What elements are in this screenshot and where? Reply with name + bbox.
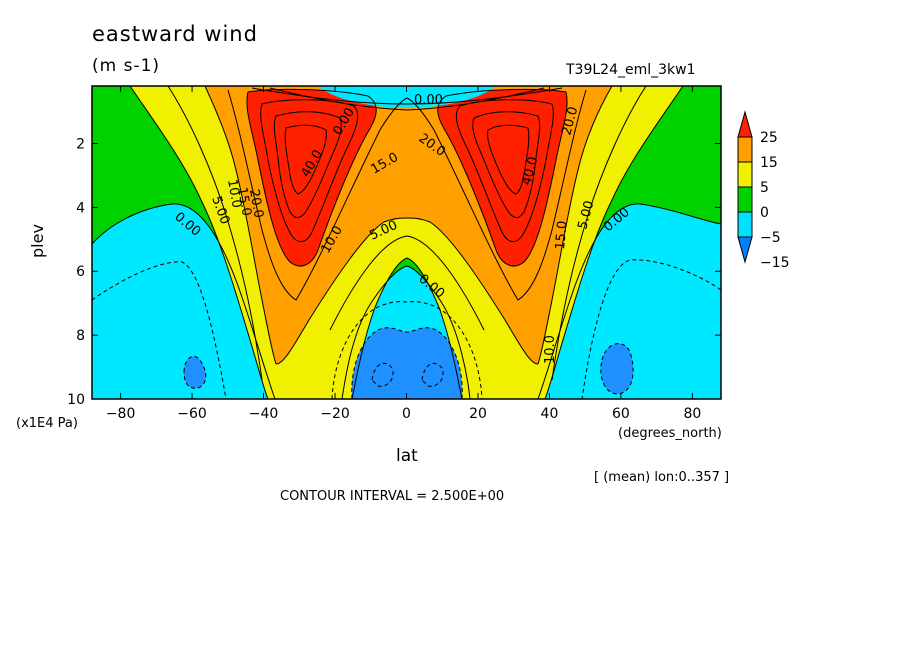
colorbar-segment	[737, 136, 753, 163]
y-tick-label: 2	[76, 136, 85, 152]
colorbar-top-arrow	[737, 110, 753, 138]
x-axis-units: (degrees_north)	[618, 426, 722, 441]
y-tick-label: 8	[76, 328, 85, 344]
y-tick-label: 10	[67, 392, 85, 408]
run-id-label: T39L24_eml_3kw1	[566, 62, 696, 78]
colorbar-label: −5	[760, 230, 781, 246]
x-tick-label: −80	[106, 406, 136, 422]
fill-blue-north	[600, 343, 634, 394]
y-tick-label: 6	[76, 264, 85, 280]
colorbar-label: −15	[760, 255, 790, 271]
colorbar-segment	[737, 161, 753, 188]
contour-label: 10.0	[543, 335, 558, 364]
contour-zero-equator	[341, 265, 471, 399]
colorbar-label: 5	[760, 180, 769, 196]
contour-twenty-south	[227, 89, 408, 301]
contour-label: 5.00	[575, 199, 597, 231]
contour-dashed-equator-blue	[351, 327, 463, 399]
contour-label: 20.0	[559, 105, 581, 137]
contour-ten-north	[551, 86, 647, 381]
contour-label: 40.0	[519, 155, 541, 187]
contour-dashed-inner-1	[371, 362, 394, 387]
colorbar-bottom-arrow	[737, 236, 753, 264]
chart-units: (m s-1)	[92, 56, 161, 76]
x-tick-label: −40	[249, 406, 279, 422]
chart-title: eastward wind	[92, 22, 258, 46]
contour-label: 15.0	[234, 186, 254, 217]
contour-jet-south-4	[284, 124, 327, 195]
contour-label: 20.0	[246, 188, 266, 219]
y-tick-label: 4	[76, 200, 85, 216]
x-axis-label: lat	[396, 446, 418, 466]
contour-top-2	[269, 87, 545, 111]
colorbar-label: 0	[760, 205, 769, 221]
contour-label: 15.0	[553, 220, 570, 250]
colorbar-segment	[737, 211, 753, 238]
contour-label: 0.00	[414, 93, 443, 108]
contour-ten-south	[167, 86, 263, 381]
contour-top-1	[251, 87, 563, 105]
colorbar-label: 15	[760, 155, 778, 171]
contour-jet-north-4	[487, 124, 530, 195]
contour-dashed-inner-2	[421, 362, 444, 387]
contour-zero-south	[92, 203, 276, 399]
colorbar-label: 25	[760, 130, 778, 146]
contour-dashed-south	[92, 261, 227, 399]
colorbar-segment	[737, 186, 753, 213]
contour-dashed-equator-outer	[331, 301, 483, 399]
contour-five-south	[129, 86, 269, 399]
contour-interval-label: CONTOUR INTERVAL = 2.500E+00	[280, 489, 505, 504]
contour-fifteen-north	[537, 86, 613, 365]
x-tick-label: 20	[469, 406, 487, 422]
contour-fifteen-south	[204, 86, 277, 365]
x-tick-label: 40	[541, 406, 559, 422]
x-tick-label: −60	[177, 406, 207, 422]
fill-blue-equator	[351, 327, 463, 399]
contour-jet-north-2	[455, 99, 554, 242]
contour-twenty-north	[406, 89, 587, 301]
fill-blue-south	[184, 356, 206, 389]
mean-note: [ (mean) lon:0..357 ]	[594, 470, 730, 485]
x-tick-label: 0	[402, 406, 411, 422]
contour-jet-south-2	[260, 99, 359, 242]
contour-jet-south-3	[273, 111, 342, 219]
contour-label: 10.0	[224, 178, 244, 209]
contour-jet-south-1	[246, 88, 377, 267]
contour-dashed-blue-south	[183, 356, 207, 389]
x-tick-label: 60	[612, 406, 630, 422]
contour-ten-equator	[329, 235, 485, 331]
contour-jet-north-1	[437, 88, 568, 267]
contour-dashed-north	[581, 259, 721, 399]
contour-fifteen-equator	[275, 217, 539, 365]
y-axis-units: (x1E4 Pa)	[16, 416, 78, 431]
x-tick-label: 80	[683, 406, 701, 422]
contour-jet-north-3	[472, 111, 541, 219]
contour-dashed-blue-north	[600, 343, 634, 395]
x-tick-label: −20	[320, 406, 350, 422]
contour-zero-north	[537, 203, 721, 399]
